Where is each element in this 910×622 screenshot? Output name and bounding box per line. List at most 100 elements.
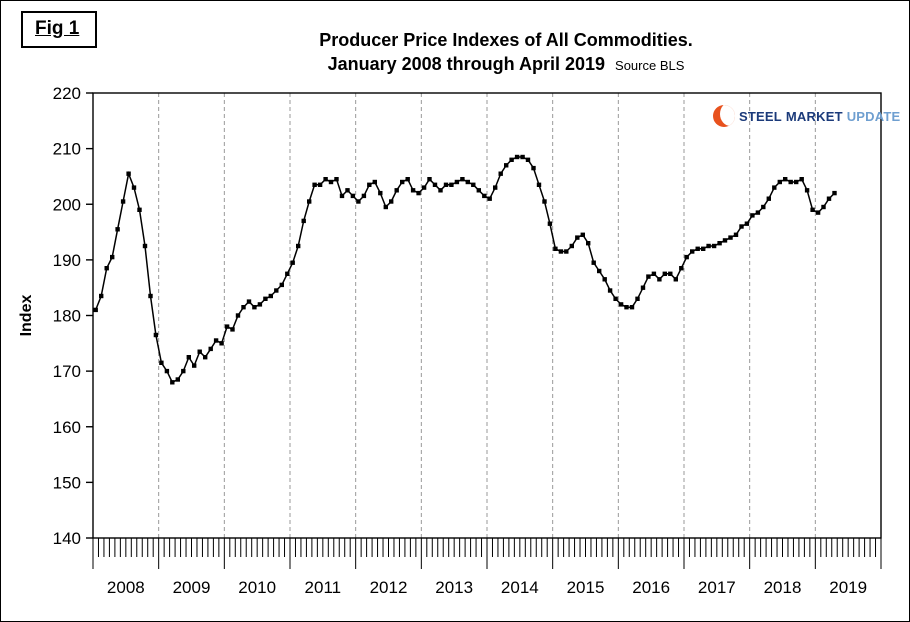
data-point-marker (367, 182, 372, 187)
data-point-marker (684, 254, 689, 260)
y-tick-label: 160 (53, 418, 81, 437)
data-point-marker (799, 177, 804, 182)
x-year-label: 2011 (305, 578, 342, 597)
data-point-marker (334, 177, 339, 182)
x-year-label: 2008 (107, 578, 145, 597)
y-axis: 140 150 160 170 180 190 200 210 220 Index (18, 84, 93, 548)
data-point-marker (804, 188, 810, 193)
data-point-marker (635, 296, 640, 301)
data-point-marker (241, 305, 246, 310)
data-series (93, 154, 837, 385)
data-point-marker (170, 380, 175, 385)
data-point-marker (618, 302, 624, 307)
data-point-marker (591, 260, 596, 265)
x-year-label: 2017 (698, 578, 736, 597)
data-point-marker (739, 224, 744, 229)
data-point-marker (569, 243, 574, 249)
y-tick-label: 170 (53, 362, 81, 381)
data-point-marker (142, 243, 148, 249)
x-year-label: 2013 (435, 578, 473, 597)
source-note: Source BLS (615, 57, 685, 73)
x-axis: 2008 2009 2010 2011 2012 2013 2014 2015 2016 2017… (92, 538, 882, 597)
data-point-marker (159, 360, 164, 365)
data-point-marker (826, 196, 832, 201)
x-year-label: 2010 (238, 578, 276, 597)
data-point-marker (394, 188, 399, 193)
data-point-marker (788, 179, 793, 185)
data-point-marker (531, 165, 536, 171)
data-point-marker (744, 221, 750, 226)
data-point-marker (449, 182, 454, 187)
x-year-label: 2012 (370, 578, 408, 597)
data-point-marker (356, 199, 361, 204)
y-tick-label: 140 (53, 529, 81, 548)
data-point-marker (421, 185, 427, 190)
data-point-marker (175, 377, 180, 382)
data-point-marker (810, 207, 815, 212)
data-point-marker (777, 179, 782, 185)
data-point-marker (657, 277, 662, 282)
y-tick-label: 200 (53, 195, 81, 214)
data-point-marker (410, 188, 416, 193)
data-point-marker (197, 349, 202, 354)
data-point-marker (750, 213, 755, 218)
data-point-marker (547, 221, 553, 226)
x-year-label: 2009 (173, 578, 211, 597)
data-point-marker (755, 210, 761, 215)
data-point-marker (766, 196, 771, 201)
data-point-marker (148, 293, 153, 299)
data-point-marker (339, 193, 345, 199)
data-point-marker (372, 179, 377, 185)
data-point-marker (301, 218, 306, 224)
chart-title: Producer Price Indexes of All Commoditie… (319, 30, 693, 50)
data-point-marker (285, 271, 290, 276)
data-point-marker (405, 177, 410, 182)
data-point-marker (613, 296, 618, 301)
fig-label-text: Fig 1 (35, 18, 80, 39)
data-point-marker (99, 293, 104, 299)
data-point-marker (504, 163, 509, 168)
data-point-marker (383, 204, 388, 210)
x-year-label: 2018 (764, 578, 802, 597)
data-point-marker (580, 232, 585, 237)
data-point-marker (378, 190, 383, 196)
data-point-marker (460, 177, 465, 182)
data-point-marker (246, 299, 252, 304)
data-point-marker (93, 307, 98, 313)
data-point-marker (772, 185, 777, 190)
y-tick-label: 190 (53, 251, 81, 270)
data-point-marker (679, 266, 684, 271)
data-point-marker (553, 246, 558, 251)
data-point-marker (690, 249, 695, 254)
data-point-marker (312, 182, 317, 187)
data-point-marker (558, 249, 564, 254)
data-point-marker (317, 182, 323, 187)
data-point-marker (230, 327, 235, 332)
data-point-marker (219, 341, 224, 346)
data-point-marker (717, 241, 722, 246)
data-point-marker (471, 182, 476, 187)
data-point-marker (542, 199, 547, 204)
chart-subtitle-text: January 2008 through April 2019 (327, 53, 606, 74)
data-point-marker (722, 238, 728, 243)
data-point-marker (509, 157, 514, 162)
data-point-marker (416, 190, 421, 196)
data-point-marker (536, 182, 542, 187)
data-point-marker (465, 179, 470, 185)
data-point-marker (564, 249, 569, 254)
data-point-marker (454, 179, 460, 185)
data-point-marker (586, 241, 591, 246)
data-point-marker (186, 355, 191, 360)
data-point-marker (673, 277, 678, 282)
data-point-marker (733, 232, 739, 237)
chart-subtitle: January 2008 through April 2019 Source BL… (101, 52, 909, 76)
x-year-label: 2015 (567, 578, 605, 597)
data-point-marker (120, 199, 126, 204)
data-point-marker (597, 268, 602, 274)
year-gridlines (158, 93, 816, 538)
data-point-marker (427, 177, 432, 182)
data-point-marker (602, 277, 607, 282)
data-point-marker (575, 235, 580, 240)
data-point-marker (783, 177, 788, 182)
